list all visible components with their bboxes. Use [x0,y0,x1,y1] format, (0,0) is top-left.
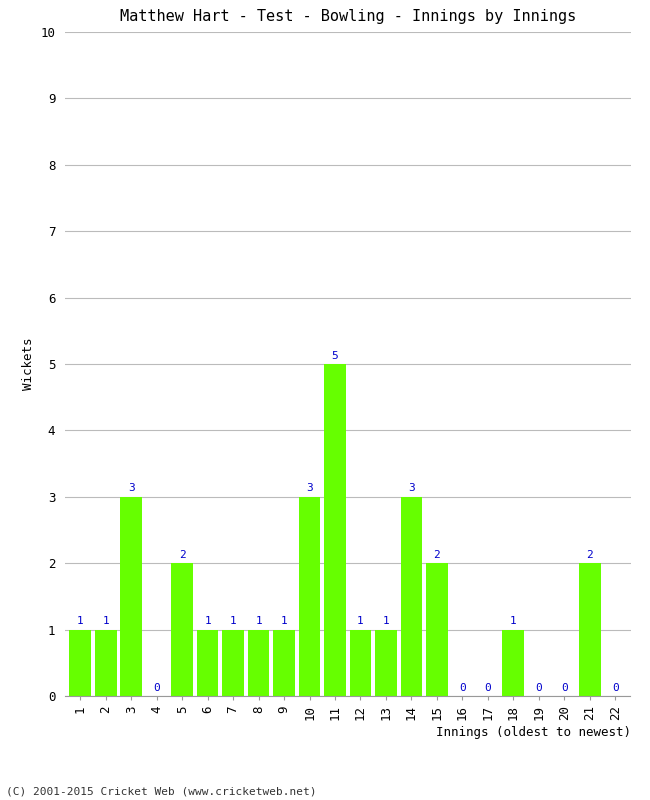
Bar [400,497,422,696]
Text: 1: 1 [357,616,364,626]
Text: 2: 2 [434,550,440,560]
Bar [426,563,448,696]
Text: 0: 0 [459,682,466,693]
Text: 0: 0 [484,682,491,693]
Y-axis label: Wickets: Wickets [21,338,34,390]
Bar [273,630,295,696]
Text: 1: 1 [510,616,517,626]
Text: 2: 2 [586,550,593,560]
Text: 1: 1 [103,616,109,626]
Bar [350,630,371,696]
Bar [248,630,269,696]
Text: 1: 1 [77,616,84,626]
Text: 1: 1 [229,616,237,626]
Text: (C) 2001-2015 Cricket Web (www.cricketweb.net): (C) 2001-2015 Cricket Web (www.cricketwe… [6,786,317,796]
Text: 1: 1 [204,616,211,626]
Text: 5: 5 [332,350,339,361]
Bar [120,497,142,696]
Bar [502,630,524,696]
Bar [70,630,91,696]
Bar [197,630,218,696]
Text: 1: 1 [383,616,389,626]
Bar [299,497,320,696]
X-axis label: Innings (oldest to newest): Innings (oldest to newest) [436,726,630,738]
Text: 0: 0 [153,682,160,693]
Text: 0: 0 [536,682,542,693]
Bar [172,563,193,696]
Text: 0: 0 [561,682,567,693]
Text: 3: 3 [306,483,313,494]
Text: 1: 1 [255,616,262,626]
Bar [222,630,244,696]
Text: 1: 1 [281,616,287,626]
Text: 3: 3 [128,483,135,494]
Bar [324,364,346,696]
Bar [95,630,116,696]
Text: 0: 0 [612,682,619,693]
Title: Matthew Hart - Test - Bowling - Innings by Innings: Matthew Hart - Test - Bowling - Innings … [120,9,576,24]
Bar [579,563,601,696]
Bar [375,630,396,696]
Text: 3: 3 [408,483,415,494]
Text: 2: 2 [179,550,185,560]
